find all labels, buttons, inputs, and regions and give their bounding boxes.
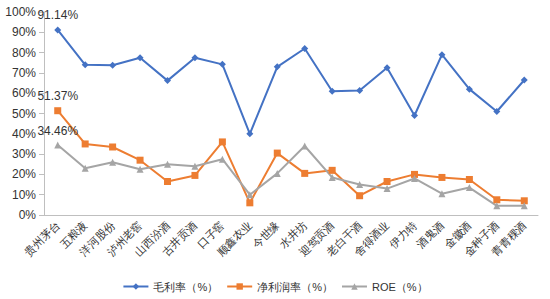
svg-text:34.46%: 34.46%	[37, 124, 78, 138]
svg-text:老白干酒: 老白干酒	[324, 218, 364, 259]
svg-text:古井贡酒: 古井贡酒	[160, 219, 200, 259]
svg-text:毛利率（%）: 毛利率（%）	[153, 281, 218, 293]
svg-text:10%: 10%	[12, 188, 36, 202]
svg-text:青青稞酒: 青青稞酒	[489, 219, 529, 259]
svg-text:金徽酒: 金徽酒	[441, 218, 474, 251]
svg-text:金种子酒: 金种子酒	[461, 218, 502, 259]
svg-text:山西汾酒: 山西汾酒	[132, 218, 172, 259]
svg-text:贵州茅台: 贵州茅台	[22, 219, 62, 259]
svg-text:泸州老窖: 泸州老窖	[104, 218, 145, 259]
svg-text:90%: 90%	[12, 25, 36, 39]
svg-text:40%: 40%	[12, 127, 36, 141]
svg-text:今世缘: 今世缘	[250, 219, 282, 251]
svg-text:30%: 30%	[12, 147, 36, 161]
svg-text:ROE（%）: ROE（%）	[372, 281, 428, 293]
svg-text:口子窖: 口子窖	[194, 218, 227, 251]
svg-text:51.37%: 51.37%	[37, 89, 78, 103]
svg-text:70%: 70%	[12, 66, 36, 80]
svg-text:五粮液: 五粮液	[57, 218, 90, 251]
svg-text:20%: 20%	[12, 167, 36, 181]
svg-text:洋河股份: 洋河股份	[77, 218, 117, 259]
svg-text:0%: 0%	[19, 208, 37, 222]
svg-text:91.14%: 91.14%	[37, 8, 78, 22]
svg-text:净利润率（%）: 净利润率（%）	[257, 281, 333, 293]
svg-text:顺鑫农业: 顺鑫农业	[214, 219, 254, 259]
svg-text:50%: 50%	[12, 107, 36, 121]
svg-text:60%: 60%	[12, 86, 36, 100]
svg-text:100%: 100%	[5, 5, 36, 19]
svg-text:酒鬼酒: 酒鬼酒	[414, 219, 446, 251]
svg-text:伊力特: 伊力特	[387, 219, 419, 251]
svg-text:水井坊: 水井坊	[277, 218, 309, 251]
svg-text:迎驾贡酒: 迎驾贡酒	[296, 218, 337, 259]
svg-text:80%: 80%	[12, 46, 36, 60]
svg-text:舍得酒业: 舍得酒业	[352, 219, 392, 259]
